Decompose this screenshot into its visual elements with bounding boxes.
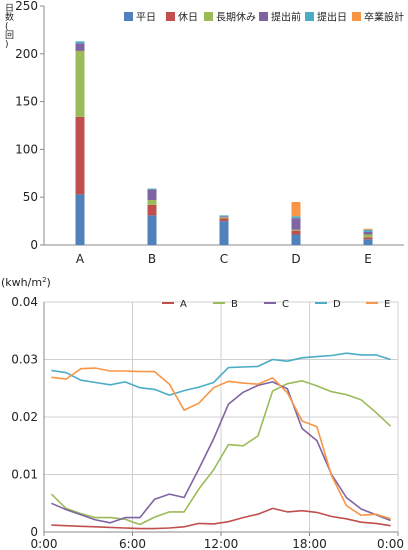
x-tick-label: 0:00 <box>31 537 58 550</box>
y-axis-label-char: 数 <box>5 11 14 23</box>
y-axis-label-char: 回 <box>5 30 14 41</box>
series-line-C <box>51 381 391 524</box>
series-line-B <box>50 380 392 526</box>
bar-segment-C-3 <box>219 216 229 218</box>
legend-swatch <box>124 12 133 21</box>
bar-segment-B-0 <box>147 215 157 245</box>
y-axis-label: (kwh/m2) <box>1 276 51 289</box>
y-tick-label: 0.01 <box>11 468 38 482</box>
series-line-A <box>51 507 391 530</box>
bar-segment-D-1 <box>291 230 301 235</box>
y-tick-label: 50 <box>23 190 38 204</box>
y-axis-label-char: 日 <box>5 3 14 14</box>
legend-label: B <box>231 299 238 310</box>
y-tick-label: 0 <box>30 238 38 252</box>
legend-label: 卒業設計 <box>364 11 404 24</box>
y-tick-label: 150 <box>15 95 38 109</box>
bar-segment-C-1 <box>219 218 229 222</box>
line-chart: (kwh/m2) 0 0.01 0.02 0.03 0.04 0:00 6:00 12:00 18… <box>1 276 404 550</box>
bar-segment-E-2 <box>363 234 373 238</box>
legend-label: 長期休み <box>216 12 256 24</box>
y-tick-label: 200 <box>15 47 38 61</box>
bar-segment-B-3 <box>147 189 157 201</box>
bar-segment-D-4 <box>291 216 301 219</box>
bar-segment-E-5 <box>363 228 373 230</box>
bar-segment-C-2 <box>219 217 229 219</box>
legend-swatch <box>166 12 175 21</box>
bar-segment-A-3 <box>75 43 85 51</box>
legend-label: C <box>282 299 289 310</box>
y-axis-label-char: ( <box>5 22 9 32</box>
bar-segment-D-5 <box>291 201 301 217</box>
bar-segment-B-4 <box>147 188 157 190</box>
x-tick-label: C <box>220 252 228 266</box>
x-tick-label: D <box>291 252 300 266</box>
y-tick-label: 100 <box>15 142 38 156</box>
bar-segment-B-2 <box>147 200 157 205</box>
x-tick-label: 18:00 <box>292 537 327 550</box>
bar-segment-A-4 <box>75 41 85 44</box>
legend-label: D <box>333 299 341 310</box>
series-line-D <box>51 352 391 396</box>
bar-segment-A-0 <box>75 194 85 245</box>
x-tick-label: E <box>364 252 372 266</box>
bar-segment-E-4 <box>363 229 373 232</box>
x-tick-label: B <box>148 252 156 266</box>
bar-segment-E-3 <box>363 231 373 235</box>
y-tick-label: 0.04 <box>11 295 38 309</box>
y-axis-label-sup: 2 <box>42 276 46 284</box>
bar-segment-B-1 <box>147 204 157 216</box>
y-tick-label: 250 <box>15 0 38 13</box>
bar-segment-D-0 <box>291 234 301 245</box>
y-axis-label-char: ) <box>5 40 9 50</box>
legend-swatch <box>305 12 314 21</box>
bar-segment-D-3 <box>291 218 301 230</box>
legend-label: E <box>384 299 390 310</box>
bar-segment-E-1 <box>363 237 373 240</box>
legend-label: 提出日 <box>317 11 347 24</box>
legend-swatch <box>352 12 361 21</box>
legend-label: 平日 <box>136 13 156 24</box>
bar-segment-D-2 <box>291 229 301 231</box>
bar-segment-A-2 <box>75 50 85 117</box>
legend-swatch <box>259 12 268 21</box>
legend-label: 提出前 <box>271 11 301 24</box>
bar-segment-C-4 <box>219 215 229 217</box>
x-tick-label: 12:00 <box>204 537 239 550</box>
y-tick-label: 0 <box>30 525 38 539</box>
x-tick-label: 0:00 <box>377 537 404 550</box>
x-tick-label: 6:00 <box>119 537 146 550</box>
bar-segment-E-0 <box>363 239 373 245</box>
y-axis-label-base: (kwh/m <box>1 276 42 289</box>
series-line-E <box>51 367 391 520</box>
x-tick-label: A <box>76 252 85 266</box>
bar-segment-C-0 <box>219 221 229 245</box>
legend-swatch <box>204 12 213 21</box>
y-axis-label-end: ) <box>47 276 51 289</box>
bar-segment-A-1 <box>75 116 85 195</box>
y-tick-label: 0.03 <box>11 353 38 367</box>
y-tick-label: 0.02 <box>11 410 38 424</box>
legend-label: A <box>180 299 187 310</box>
legend-label: 休日 <box>178 12 198 24</box>
